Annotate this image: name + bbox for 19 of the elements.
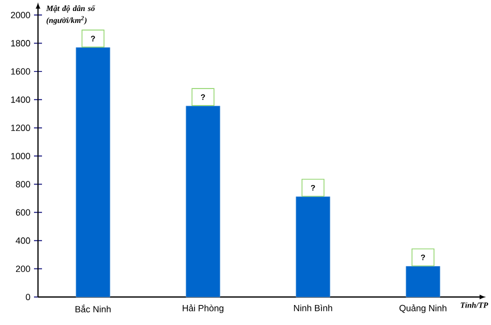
y-tick-label: 1200	[11, 124, 30, 132]
y-tick-label: 400	[16, 237, 30, 244]
y-tick-label: 200	[16, 266, 30, 272]
x-tick-label: Bắc Ninh	[76, 304, 111, 312]
bar	[186, 106, 220, 298]
y-tick-label: 0	[26, 294, 30, 300]
y-tick-label: 1600	[11, 68, 30, 75]
x-tick-label: Ninh Bình	[294, 304, 332, 312]
y-tick-label: 1800	[11, 40, 30, 46]
bar	[76, 47, 110, 298]
bar	[296, 196, 330, 298]
y-tick-label: 1400	[11, 96, 30, 103]
x-tick-label: Quảng Ninh	[399, 304, 446, 314]
bar	[406, 266, 440, 298]
y-tick-label: 2000	[10, 12, 30, 18]
y-tick-label: 800	[16, 181, 30, 188]
x-tick-label: Hải Phòng	[182, 304, 224, 314]
y-tick-label: 1000	[11, 152, 30, 160]
y-tick-label: 600	[16, 209, 30, 216]
